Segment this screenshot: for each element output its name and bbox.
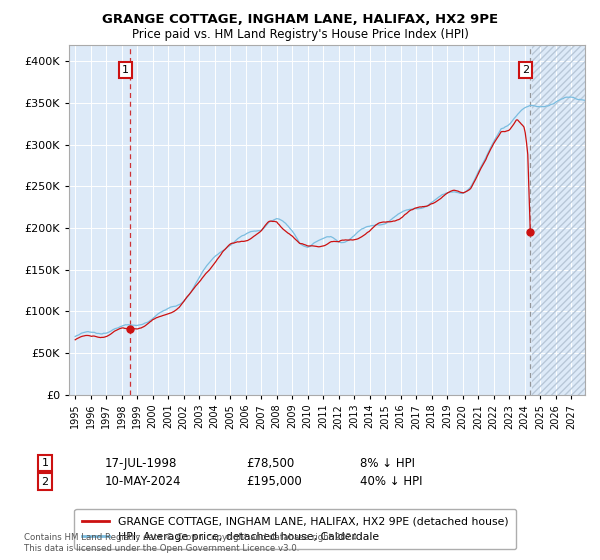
Text: 8% ↓ HPI: 8% ↓ HPI [360,456,415,470]
Text: 2: 2 [522,65,529,75]
Text: 17-JUL-1998: 17-JUL-1998 [105,456,178,470]
Text: GRANGE COTTAGE, INGHAM LANE, HALIFAX, HX2 9PE: GRANGE COTTAGE, INGHAM LANE, HALIFAX, HX… [102,13,498,26]
Text: £195,000: £195,000 [246,475,302,488]
Text: Price paid vs. HM Land Registry's House Price Index (HPI): Price paid vs. HM Land Registry's House … [131,28,469,41]
Text: Contains HM Land Registry data © Crown copyright and database right 2024.
This d: Contains HM Land Registry data © Crown c… [24,533,359,553]
Text: 1: 1 [41,458,49,468]
Text: 10-MAY-2024: 10-MAY-2024 [105,475,182,488]
Text: 40% ↓ HPI: 40% ↓ HPI [360,475,422,488]
Text: 1: 1 [122,65,129,75]
Text: 2: 2 [41,477,49,487]
Legend: GRANGE COTTAGE, INGHAM LANE, HALIFAX, HX2 9PE (detached house), HPI: Average pri: GRANGE COTTAGE, INGHAM LANE, HALIFAX, HX… [74,508,516,549]
Text: £78,500: £78,500 [246,456,294,470]
